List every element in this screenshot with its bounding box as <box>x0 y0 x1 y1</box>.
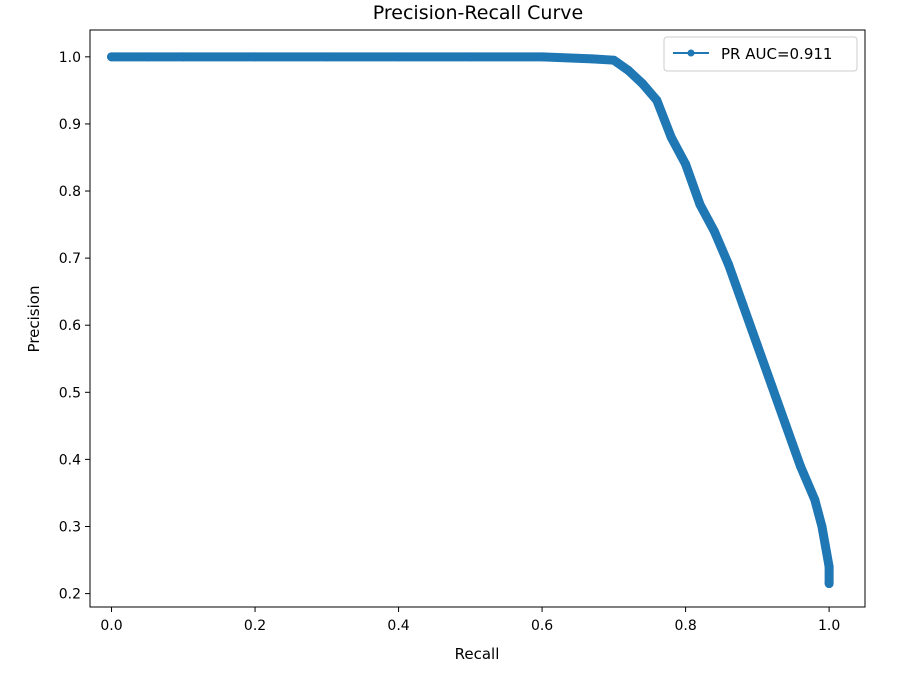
series-point <box>609 55 619 65</box>
series-point <box>681 159 691 169</box>
series-point <box>824 562 834 572</box>
series-layer <box>107 52 834 589</box>
legend-marker-sample <box>687 49 695 57</box>
series-point <box>795 461 805 471</box>
legend-box <box>663 36 858 72</box>
x-tick-label: 0.0 <box>100 618 122 634</box>
chart-title: Precision-Recall Curve <box>373 2 583 24</box>
series-point <box>666 132 676 142</box>
x-tick-label: 0.4 <box>387 618 409 634</box>
series-point <box>810 495 820 505</box>
series-point <box>738 300 748 310</box>
series-point <box>107 52 117 62</box>
series-point <box>767 381 777 391</box>
plot-area-frame <box>89 29 866 608</box>
legend-entry: PR AUC=0.911 <box>721 45 832 63</box>
y-tick-label: 0.9 <box>59 117 81 133</box>
y-axis-ticks: 0.2 0.3 0.4 0.5 0.6 0.7 0.8 0.9 1.0 <box>59 50 90 603</box>
series-point <box>752 340 762 350</box>
series-point <box>781 421 791 431</box>
series-point <box>724 260 734 270</box>
x-axis-label: Recall <box>455 645 500 663</box>
y-tick-label: 0.3 <box>59 519 81 535</box>
series-point <box>465 52 475 62</box>
y-tick-label: 0.6 <box>59 318 81 334</box>
series-point <box>322 52 332 62</box>
legend: PR AUC=0.911 <box>663 36 858 72</box>
series-point <box>623 65 633 75</box>
series-point <box>817 521 827 531</box>
y-tick-label: 0.5 <box>59 385 81 401</box>
y-tick-label: 0.2 <box>59 587 81 603</box>
y-tick-label: 0.8 <box>59 184 81 200</box>
series-point <box>178 52 188 62</box>
x-axis-ticks: 0.0 0.2 0.4 0.6 0.8 1.0 <box>100 607 840 634</box>
y-tick-label: 0.7 <box>59 251 81 267</box>
series-point <box>394 52 404 62</box>
series-point <box>638 79 648 89</box>
series-point <box>695 199 705 209</box>
x-tick-label: 0.2 <box>244 618 266 634</box>
series-point <box>824 579 834 589</box>
series-point <box>250 52 260 62</box>
x-tick-label: 0.8 <box>674 618 696 634</box>
x-tick-label: 1.0 <box>818 618 840 634</box>
series-point <box>652 95 662 105</box>
y-tick-label: 1.0 <box>59 50 81 66</box>
y-tick-label: 0.4 <box>59 452 81 468</box>
y-axis-label: Precision <box>25 286 43 353</box>
series-point <box>587 54 597 64</box>
series-point <box>142 52 152 62</box>
x-tick-label: 0.6 <box>531 618 553 634</box>
series-line <box>107 52 834 589</box>
series-point <box>709 226 719 236</box>
series-point <box>537 52 547 62</box>
